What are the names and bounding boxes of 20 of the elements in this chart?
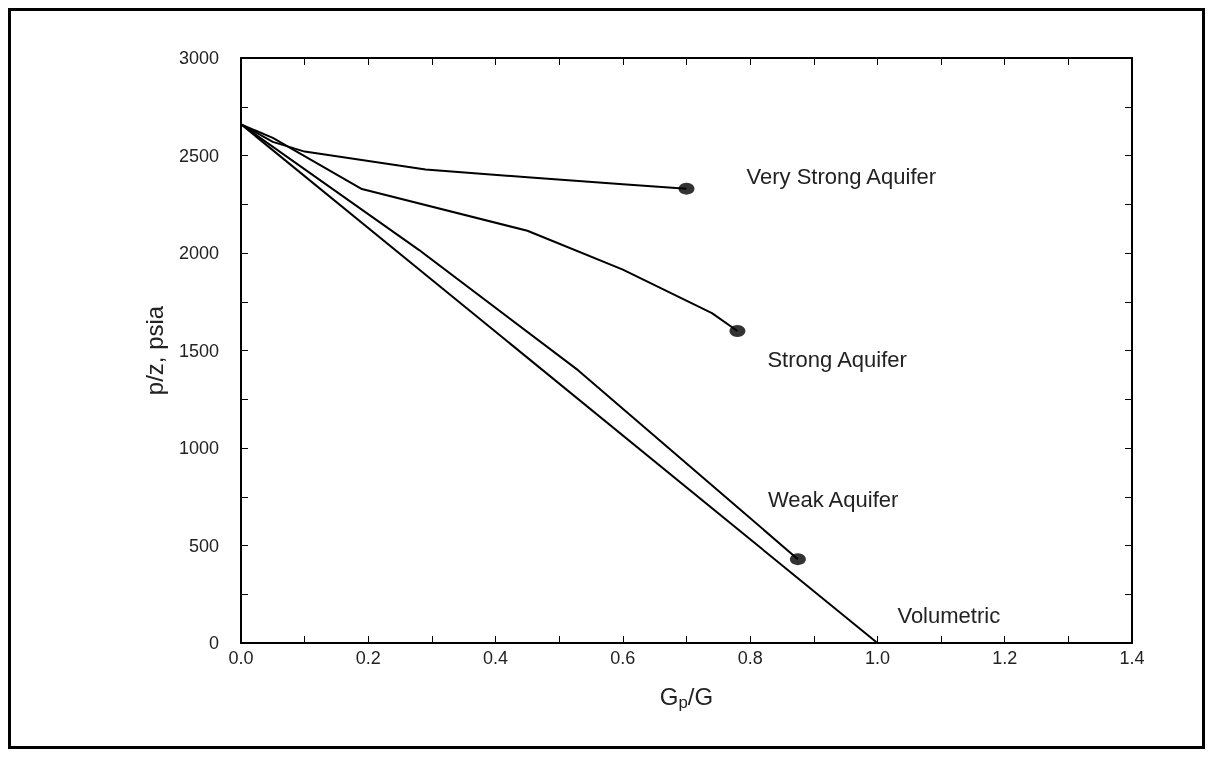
x-tick-label: 1.4	[1119, 648, 1145, 668]
series-label: Strong Aquifer	[767, 346, 907, 372]
y-tick-label: 2500	[178, 145, 219, 166]
y-tick-label: 0	[208, 633, 219, 653]
x-tick-label: 1.0	[864, 648, 890, 668]
y-tick-label: 500	[188, 535, 219, 556]
series-label: Volumetric	[897, 602, 1001, 628]
y-tick-label: 1500	[178, 340, 219, 361]
text: Very Strong Aquifer	[746, 164, 937, 190]
x-tick-label: 0.6	[610, 648, 636, 668]
x-tick-label: 0.2	[355, 648, 381, 668]
x-tick-label: 1.2	[992, 648, 1018, 668]
x-tick-label: 0.0	[228, 648, 254, 668]
x-tick-label: 0.8	[737, 648, 763, 668]
y-tick-label: 1000	[178, 438, 219, 458]
series-label: Weak Aquifer	[767, 486, 899, 512]
y-tick-label: 2000	[178, 243, 219, 263]
x-tick-label: 0.4	[483, 648, 509, 668]
y-axis-title: p/z, psia	[140, 305, 168, 396]
y-tick-label: 3000	[178, 48, 219, 68]
